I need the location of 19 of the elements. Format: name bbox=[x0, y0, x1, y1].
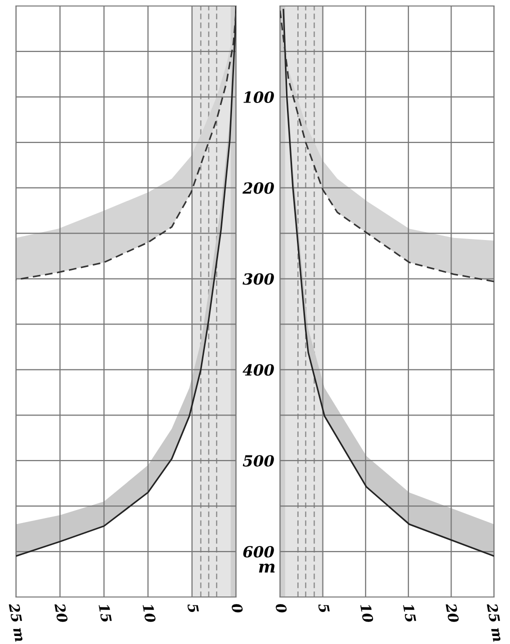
y-tick-label: 200 bbox=[242, 182, 274, 194]
y-tick-label: 100 bbox=[244, 91, 274, 103]
x-tick-label: 10 bbox=[142, 603, 156, 623]
x-tick-label: 15 bbox=[98, 603, 112, 623]
y-tick-label: 600 bbox=[243, 546, 274, 558]
x-tick-label: 20 bbox=[54, 602, 68, 623]
x-tick-label: 0 bbox=[231, 603, 244, 614]
x-tick-label: 0 bbox=[275, 603, 288, 614]
y-tick-label: 400 bbox=[242, 364, 274, 376]
x-tick-label: 15 bbox=[402, 603, 416, 623]
x-tick-label: 25 m bbox=[8, 602, 26, 642]
y-axis-title: m bbox=[259, 564, 275, 573]
x-tick-label: 5 bbox=[187, 602, 199, 614]
x-tick-label: 20 bbox=[446, 602, 460, 623]
y-tick-label: 300 bbox=[242, 273, 274, 285]
x-tick-label: 5 bbox=[318, 602, 330, 614]
x-tick-label: 25 m bbox=[486, 602, 504, 642]
y-tick-label: 500 bbox=[242, 455, 274, 467]
x-tick-label: 10 bbox=[360, 603, 374, 623]
